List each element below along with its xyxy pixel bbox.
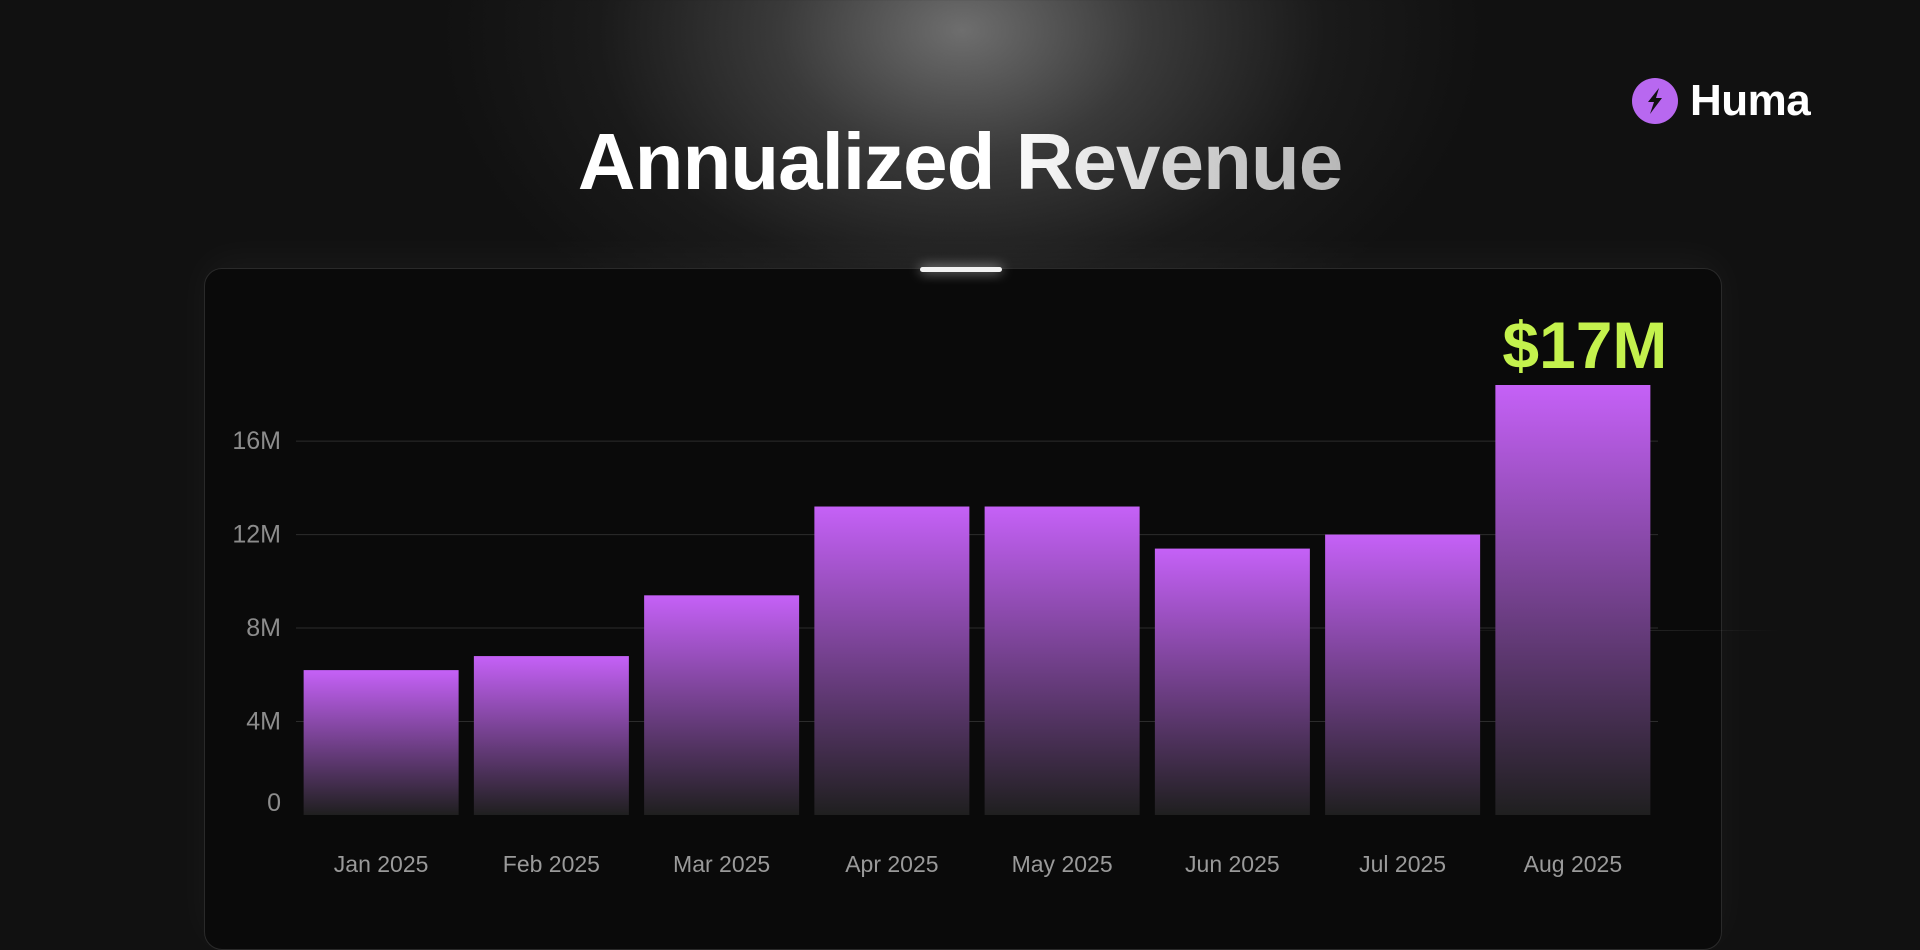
y-axis: 0 4M 8M 12M 16M xyxy=(232,427,281,817)
y-tick-label: 16M xyxy=(232,427,281,455)
x-tick-label: Jul 2025 xyxy=(1359,851,1446,877)
y-tick-label: 8M xyxy=(246,614,281,642)
bar-jun-2025 xyxy=(1154,548,1310,815)
data-label-highlight: $17M xyxy=(1502,308,1667,382)
page-title: Annualized Revenue xyxy=(0,112,1920,212)
lightning-bolt-icon xyxy=(1632,78,1678,124)
bar-may-2025 xyxy=(984,506,1140,815)
brand-name: Huma xyxy=(1690,76,1811,125)
y-tick-label: 4M xyxy=(246,708,281,736)
x-tick-label: May 2025 xyxy=(1012,851,1113,877)
bar-jan-2025 xyxy=(303,670,459,815)
bar-jul-2025 xyxy=(1325,534,1481,815)
data-labels: $17M xyxy=(1502,308,1667,382)
bar-mar-2025 xyxy=(644,595,800,815)
bar-apr-2025 xyxy=(814,506,970,815)
revenue-bar-chart: 0 4M 8M 12M 16M Jan 2025 Feb 2025 Mar 2025 Apr … xyxy=(232,308,1667,877)
x-tick-label: Jun 2025 xyxy=(1185,851,1280,877)
bar-feb-2025 xyxy=(473,656,629,815)
x-tick-label: Feb 2025 xyxy=(503,851,600,877)
x-tick-label: Mar 2025 xyxy=(673,851,770,877)
y-tick-label: 12M xyxy=(232,521,281,549)
x-tick-label: Jan 2025 xyxy=(334,851,429,877)
bars xyxy=(303,385,1651,815)
brand-logo: Huma xyxy=(1632,76,1811,125)
x-tick-label: Aug 2025 xyxy=(1524,851,1622,877)
x-axis: Jan 2025 Feb 2025 Mar 2025 Apr 2025 May 2025… xyxy=(334,851,1622,877)
bar-aug-2025 xyxy=(1495,385,1651,815)
card-highlight xyxy=(920,267,1002,272)
x-tick-label: Apr 2025 xyxy=(845,851,938,877)
y-tick-label: 0 xyxy=(267,789,281,817)
